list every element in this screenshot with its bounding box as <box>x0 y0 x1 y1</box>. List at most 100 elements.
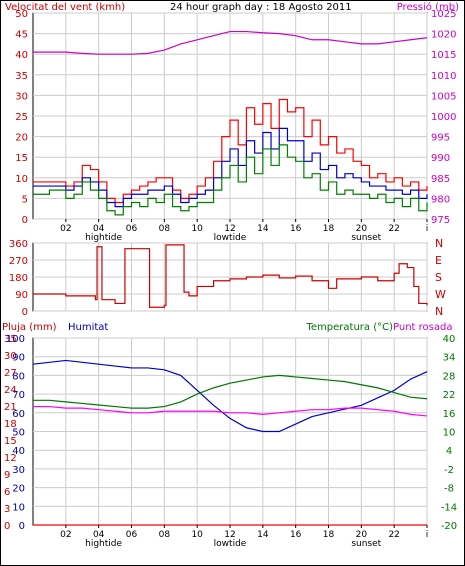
temperature-tick-label: -20 <box>441 521 457 532</box>
wind-tick-label: 35 <box>15 71 28 82</box>
temperature-axis-title: Temperatura (°C) <box>305 322 393 333</box>
wind-hour-label: 04 <box>93 224 105 234</box>
pressure-tick-label: 1020 <box>431 30 456 41</box>
rain-tick-label: 15 <box>4 436 17 447</box>
humidity-axis-title: Humitat <box>68 322 108 333</box>
temperature-tick-label: -2 <box>444 465 454 476</box>
pressure-tick-label: 975 <box>431 215 450 226</box>
wind-event-label: sunset <box>351 233 381 243</box>
pressure-tick-label: 1005 <box>431 91 456 102</box>
humidity-hour-label: 22 <box>388 530 399 540</box>
wind-event-label: lowtide <box>214 233 247 243</box>
rain-axis-title: Pluja (mm) <box>2 322 57 333</box>
wind-event-label: hightide <box>85 233 122 243</box>
direction-tick-label: 90 <box>15 290 28 301</box>
pressure-tick-label: 995 <box>431 133 450 144</box>
humidity-event-label: hightide <box>85 539 122 549</box>
wind-tick-label: 0 <box>22 215 28 226</box>
wind-hour-label: 20 <box>356 224 368 234</box>
humidity-hour-label: 04 <box>93 530 105 540</box>
temperature-tick-label: -14 <box>441 502 457 513</box>
humidity-tick-label: 40 <box>12 446 25 457</box>
compass-label: S <box>435 271 442 284</box>
pressure-tick-label: 990 <box>431 153 450 164</box>
wind-axis-title: Velocitat del vent (kmh) <box>5 2 125 13</box>
direction-tick-label: 0 <box>22 307 28 318</box>
humidity-hour-label: 16 <box>290 530 302 540</box>
pressure-tick-label: 980 <box>431 194 450 205</box>
pressure-axis-title: Pressió (mb) <box>397 1 459 13</box>
rain-tick-label: 21 <box>4 402 17 413</box>
pressure-tick-label: 1000 <box>431 112 456 123</box>
wind-tick-label: 45 <box>15 30 28 41</box>
compass-label: W <box>435 288 446 301</box>
rain-tick-label: 18 <box>4 419 17 430</box>
wind-hour-label: i <box>426 224 429 234</box>
humidity-hour-label: 12 <box>224 530 235 540</box>
temperature-tick-label: 34 <box>443 353 456 364</box>
temperature-tick-label: 4 <box>446 446 452 457</box>
wind-tick-label: 15 <box>15 153 28 164</box>
dewpoint-axis-title: Punt rosada <box>393 322 452 333</box>
compass-label: N <box>435 305 443 318</box>
humidity-series <box>32 359 428 433</box>
graph-title: 24 hour graph day : 18 Agosto 2011 <box>170 2 352 13</box>
humidity-temperature-panel: -20-14-8-2410162228344035302724211815129… <box>4 334 457 549</box>
wind-pressure-panel: 0510152025303540455097598098599099510001… <box>15 9 456 243</box>
compass-label: N <box>435 237 443 250</box>
wind-hour-label: 08 <box>159 224 171 234</box>
wind-speed-series <box>33 144 428 216</box>
direction-tick-label: 180 <box>9 273 28 284</box>
rain-tick-label: 30 <box>4 351 17 362</box>
humidity-tick-label: 30 <box>12 465 25 476</box>
temperature-tick-label: 28 <box>443 371 456 382</box>
humidity-tick-label: 60 <box>12 409 25 420</box>
direction-tick-label: 360 <box>9 239 28 250</box>
wind-hour-label: 02 <box>60 224 71 234</box>
humidity-hour-label: 06 <box>126 530 138 540</box>
humidity-hour-label: 10 <box>191 530 203 540</box>
wind-tick-label: 10 <box>15 174 28 185</box>
humidity-hour-label: 02 <box>60 530 71 540</box>
pressure-tick-label: 1025 <box>431 9 456 20</box>
pressure-tick-label: 1015 <box>431 50 456 61</box>
humidity-event-label: lowtide <box>214 539 247 549</box>
wind-hour-label: 12 <box>224 224 235 234</box>
humidity-hour-label: i <box>426 530 429 540</box>
temperature-series <box>33 374 428 409</box>
rain-tick-label: 3 <box>4 504 10 515</box>
wind-tick-label: 25 <box>15 112 28 123</box>
rain-tick-label: 12 <box>4 453 17 464</box>
wind-direction-series <box>33 244 428 308</box>
wind-tick-label: 30 <box>15 91 28 102</box>
rain-tick-label: 6 <box>4 487 10 498</box>
humidity-tick-label: 70 <box>12 390 25 401</box>
pressure-tick-label: 985 <box>431 174 450 185</box>
temperature-tick-label: -8 <box>444 484 454 495</box>
humidity-event-label: sunset <box>351 539 381 549</box>
humidity-tick-label: 20 <box>12 484 25 495</box>
temperature-tick-label: 40 <box>443 334 456 345</box>
humidity-hour-label: 14 <box>257 530 269 540</box>
temperature-tick-label: 10 <box>443 428 456 439</box>
rain-tick-label: 27 <box>4 368 17 379</box>
wind-hour-label: 14 <box>257 224 269 234</box>
wind-hour-label: 10 <box>191 224 203 234</box>
humidity-tick-label: 50 <box>12 428 25 439</box>
dewpoint-series <box>33 405 428 417</box>
wind-tick-label: 40 <box>15 50 28 61</box>
pressure-tick-label: 1010 <box>431 71 456 82</box>
wind-hour-label: 18 <box>323 224 335 234</box>
humidity-tick-label: 0 <box>19 521 25 532</box>
rain-tick-label: 9 <box>4 470 10 481</box>
wind-tick-label: 50 <box>15 9 28 20</box>
wind-hour-label: 06 <box>126 224 138 234</box>
wind-tick-label: 5 <box>22 194 28 205</box>
wind-hour-label: 22 <box>388 224 399 234</box>
rain-tick-label: 24 <box>4 385 17 396</box>
wind-hour-label: 16 <box>290 224 302 234</box>
compass-label: E <box>435 254 442 267</box>
humidity-tick-label: 100 <box>6 334 25 345</box>
